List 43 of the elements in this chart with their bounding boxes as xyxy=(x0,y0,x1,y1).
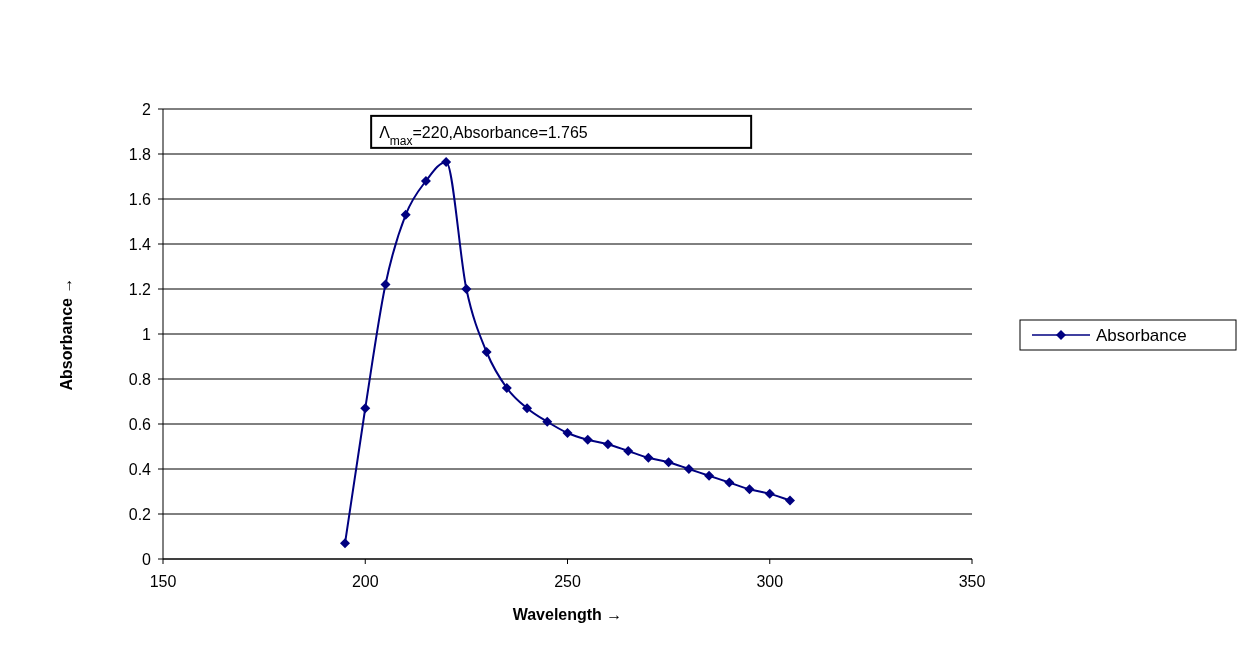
legend-label: Absorbance xyxy=(1096,325,1187,345)
y-tick-label: 1.6 xyxy=(128,190,152,208)
point xyxy=(784,495,795,506)
point xyxy=(623,446,634,456)
x-tick-label: 350 xyxy=(958,573,986,590)
point xyxy=(461,284,472,294)
point xyxy=(562,428,573,438)
y-tick-label: 0.6 xyxy=(128,415,152,433)
point xyxy=(360,403,371,414)
point xyxy=(400,209,411,220)
y-tick-label: 1.2 xyxy=(128,280,152,298)
point xyxy=(663,457,674,468)
point xyxy=(602,439,613,450)
y-tick-label: 0.4 xyxy=(128,460,152,478)
y-axis-title: Absorbance → xyxy=(58,277,75,391)
x-tick-label: 200 xyxy=(351,573,379,590)
point xyxy=(744,484,755,495)
y-tick-label: 1.4 xyxy=(128,235,152,253)
y-tick-label: 0.8 xyxy=(128,370,152,388)
y-tick-label: 1.8 xyxy=(128,145,152,163)
y-tick-label: 0.2 xyxy=(128,505,152,523)
point xyxy=(643,452,654,463)
point xyxy=(724,477,735,488)
y-tick-label: 2 xyxy=(142,100,152,118)
x-tick-label: 300 xyxy=(756,573,784,590)
point xyxy=(481,347,492,357)
point xyxy=(380,279,391,290)
point xyxy=(683,464,694,474)
point xyxy=(420,176,431,186)
x-tick-label: 250 xyxy=(554,573,581,590)
point xyxy=(441,156,452,167)
x-axis-title: Wavelength → xyxy=(512,606,623,623)
point xyxy=(582,434,593,445)
x-tick-label: 150 xyxy=(149,573,177,590)
point xyxy=(340,538,351,549)
point xyxy=(522,403,533,414)
y-tick-label: 1 xyxy=(142,325,152,343)
point xyxy=(542,416,553,427)
annotation: Λ$_{max}$=220,Absorbance=1.765 xyxy=(379,123,588,148)
point xyxy=(501,383,512,393)
y-tick-label: 0 xyxy=(142,550,152,568)
point xyxy=(704,470,715,481)
point xyxy=(764,488,775,499)
